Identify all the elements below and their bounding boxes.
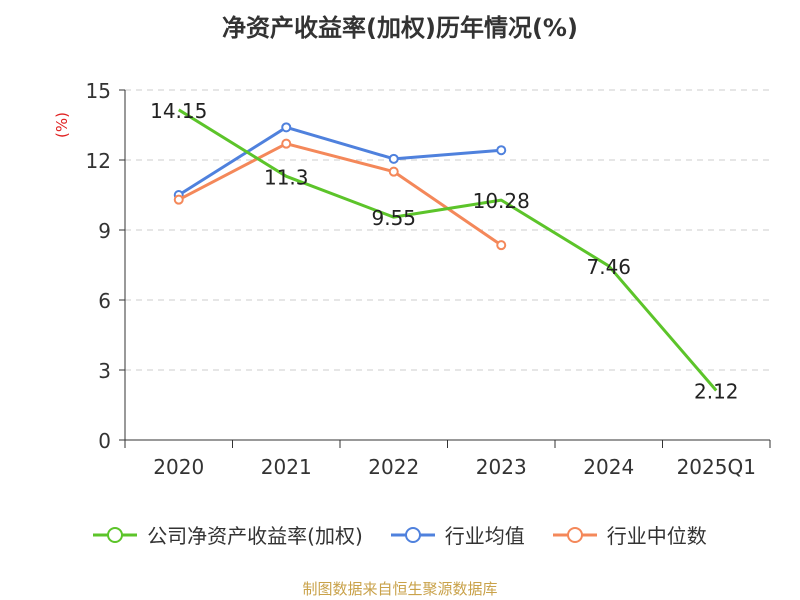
data-label: 14.15 bbox=[150, 99, 207, 123]
legend-label-industry-median: 行业中位数 bbox=[606, 524, 707, 548]
y-tick-label: 3 bbox=[98, 359, 111, 383]
legend-item-industry-median[interactable]: 行业中位数 bbox=[552, 520, 707, 549]
data-label: 10.28 bbox=[473, 189, 530, 213]
legend: 公司净资产收益率(加权) 行业均值 行业中位数 bbox=[0, 520, 800, 549]
x-tick-label: 2025Q1 bbox=[677, 455, 756, 479]
data-label: 9.55 bbox=[371, 206, 416, 230]
data-label: 7.46 bbox=[586, 255, 631, 279]
x-tick-label: 2023 bbox=[476, 455, 527, 479]
legend-label-industry-mean: 行业均值 bbox=[444, 524, 525, 548]
data-point bbox=[281, 138, 292, 149]
y-tick-label: 9 bbox=[98, 219, 111, 243]
series-line bbox=[177, 108, 718, 392]
y-tick-label: 12 bbox=[86, 149, 111, 173]
data-point bbox=[496, 145, 507, 156]
x-tick-label: 2022 bbox=[368, 455, 419, 479]
data-point bbox=[173, 194, 184, 205]
legend-item-industry-mean[interactable]: 行业均值 bbox=[390, 520, 525, 549]
data-label: 2.12 bbox=[694, 380, 739, 404]
x-tick-label: 2020 bbox=[153, 455, 204, 479]
legend-swatch-industry-mean bbox=[390, 526, 435, 543]
source-note: 制图数据来自恒生聚源数据库 bbox=[302, 580, 498, 598]
data-point bbox=[388, 153, 399, 164]
legend-swatch-company bbox=[93, 526, 138, 543]
x-tick-label: 2024 bbox=[583, 455, 634, 479]
data-label: 11.3 bbox=[264, 165, 309, 189]
legend-swatch-industry-median bbox=[552, 526, 597, 543]
data-point bbox=[496, 240, 507, 251]
chart-title: 净资产收益率(加权)历年情况(%) bbox=[222, 14, 578, 42]
data-point bbox=[388, 166, 399, 177]
y-axis-label: (%) bbox=[53, 112, 71, 138]
legend-item-company[interactable]: 公司净资产收益率(加权) bbox=[93, 520, 363, 549]
data-point bbox=[281, 122, 292, 133]
legend-label-company: 公司净资产收益率(加权) bbox=[147, 524, 363, 548]
y-tick-label: 0 bbox=[98, 429, 111, 453]
x-tick-label: 2021 bbox=[261, 455, 312, 479]
y-tick-label: 15 bbox=[86, 79, 111, 103]
y-tick-label: 6 bbox=[98, 289, 111, 313]
series-line bbox=[177, 125, 502, 197]
